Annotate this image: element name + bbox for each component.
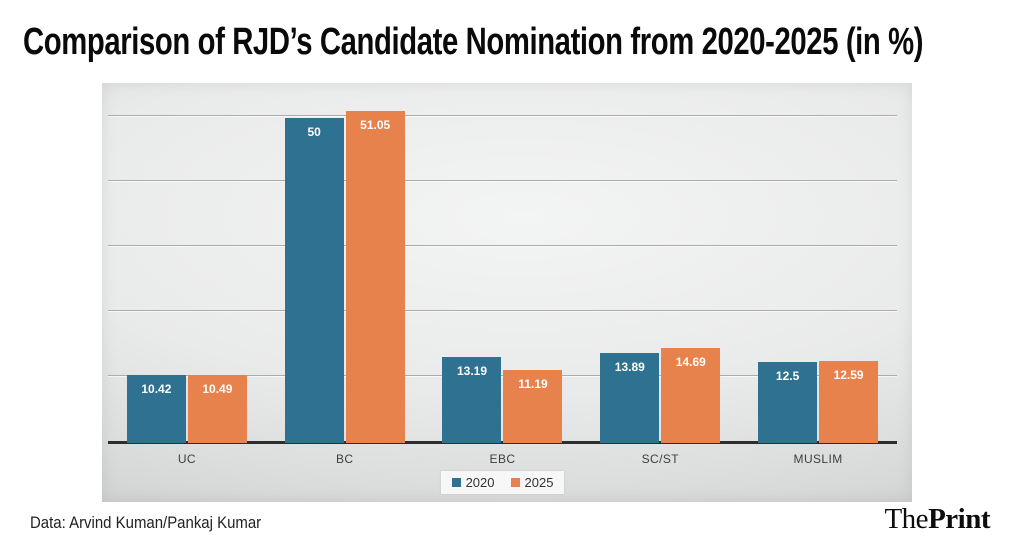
legend-row: 2020 2025: [108, 471, 897, 494]
bar-2020: 12.5: [758, 361, 818, 443]
gridline: [108, 180, 897, 182]
bar-groups: 10.42 10.49 50 51.05 13.19 11.19 13.89 14.69 12.…: [108, 83, 897, 443]
bar-2025: 51.05: [345, 111, 405, 443]
bar-group: 13.19 11.19: [424, 83, 582, 443]
legend: 2020 2025: [440, 471, 565, 494]
bar-2025: 12.59: [819, 361, 879, 443]
value-label: 10.49: [202, 381, 233, 396]
bar-2025: 14.69: [661, 347, 721, 443]
legend-label: 2025: [524, 475, 554, 490]
chart-area: 10.42 10.49 50 51.05 13.19 11.19 13.89 14.69 12.…: [102, 83, 912, 502]
category-label: MUSLIM: [793, 452, 843, 466]
category-label: UC: [177, 452, 196, 466]
gridline: [108, 115, 897, 117]
bar-2020: 50: [284, 118, 344, 443]
value-label: 10.42: [141, 382, 172, 397]
legend-item-2020: 2020: [451, 475, 495, 490]
gridline: [108, 310, 897, 312]
plot-area: 10.42 10.49 50 51.05 13.19 11.19 13.89 14.69 12.…: [108, 83, 897, 444]
value-label: 50: [307, 125, 321, 140]
bar-group: 12.5 12.59: [739, 83, 897, 443]
value-label: 12.5: [775, 368, 800, 383]
legend-label: 2020: [465, 475, 495, 490]
value-label: 13.89: [614, 359, 645, 374]
bar-group: 13.89 14.69: [581, 83, 739, 443]
bar-group: 50 51.05: [266, 83, 424, 443]
value-label: 12.59: [833, 368, 864, 383]
value-label: 51.05: [360, 118, 391, 133]
legend-swatch: [510, 478, 520, 487]
gridline: [108, 245, 897, 247]
legend-swatch: [451, 478, 461, 487]
value-label: 11.19: [518, 377, 548, 392]
bar-2020: 13.89: [600, 352, 660, 443]
category-label: SC/ST: [641, 452, 679, 466]
bar-2020: 10.42: [126, 375, 186, 443]
bar-2025: 10.49: [187, 374, 247, 443]
theprint-logo: ThePrint: [884, 503, 990, 536]
value-label: 14.69: [675, 354, 706, 369]
category-label: EBC: [489, 452, 516, 466]
bar-2025: 11.19: [503, 370, 563, 443]
logo-regular-part: The: [884, 503, 929, 535]
value-label: 13.19: [456, 364, 487, 379]
bar-2020: 13.19: [442, 357, 502, 443]
gridline: [108, 375, 897, 377]
logo-bold-part: Print: [928, 503, 990, 535]
legend-item-2025: 2025: [510, 475, 554, 490]
chart-title: Comparison of RJD’s Candidate Nomination…: [23, 21, 924, 63]
data-credit: Data: Arvind Kuman/Pankaj Kumar: [30, 513, 262, 532]
bar-group: 10.42 10.49: [108, 83, 266, 443]
category-label: BC: [335, 452, 354, 466]
category-axis: UC BC EBC SC/ST MUSLIM: [108, 452, 897, 466]
x-axis-line: [108, 441, 897, 444]
